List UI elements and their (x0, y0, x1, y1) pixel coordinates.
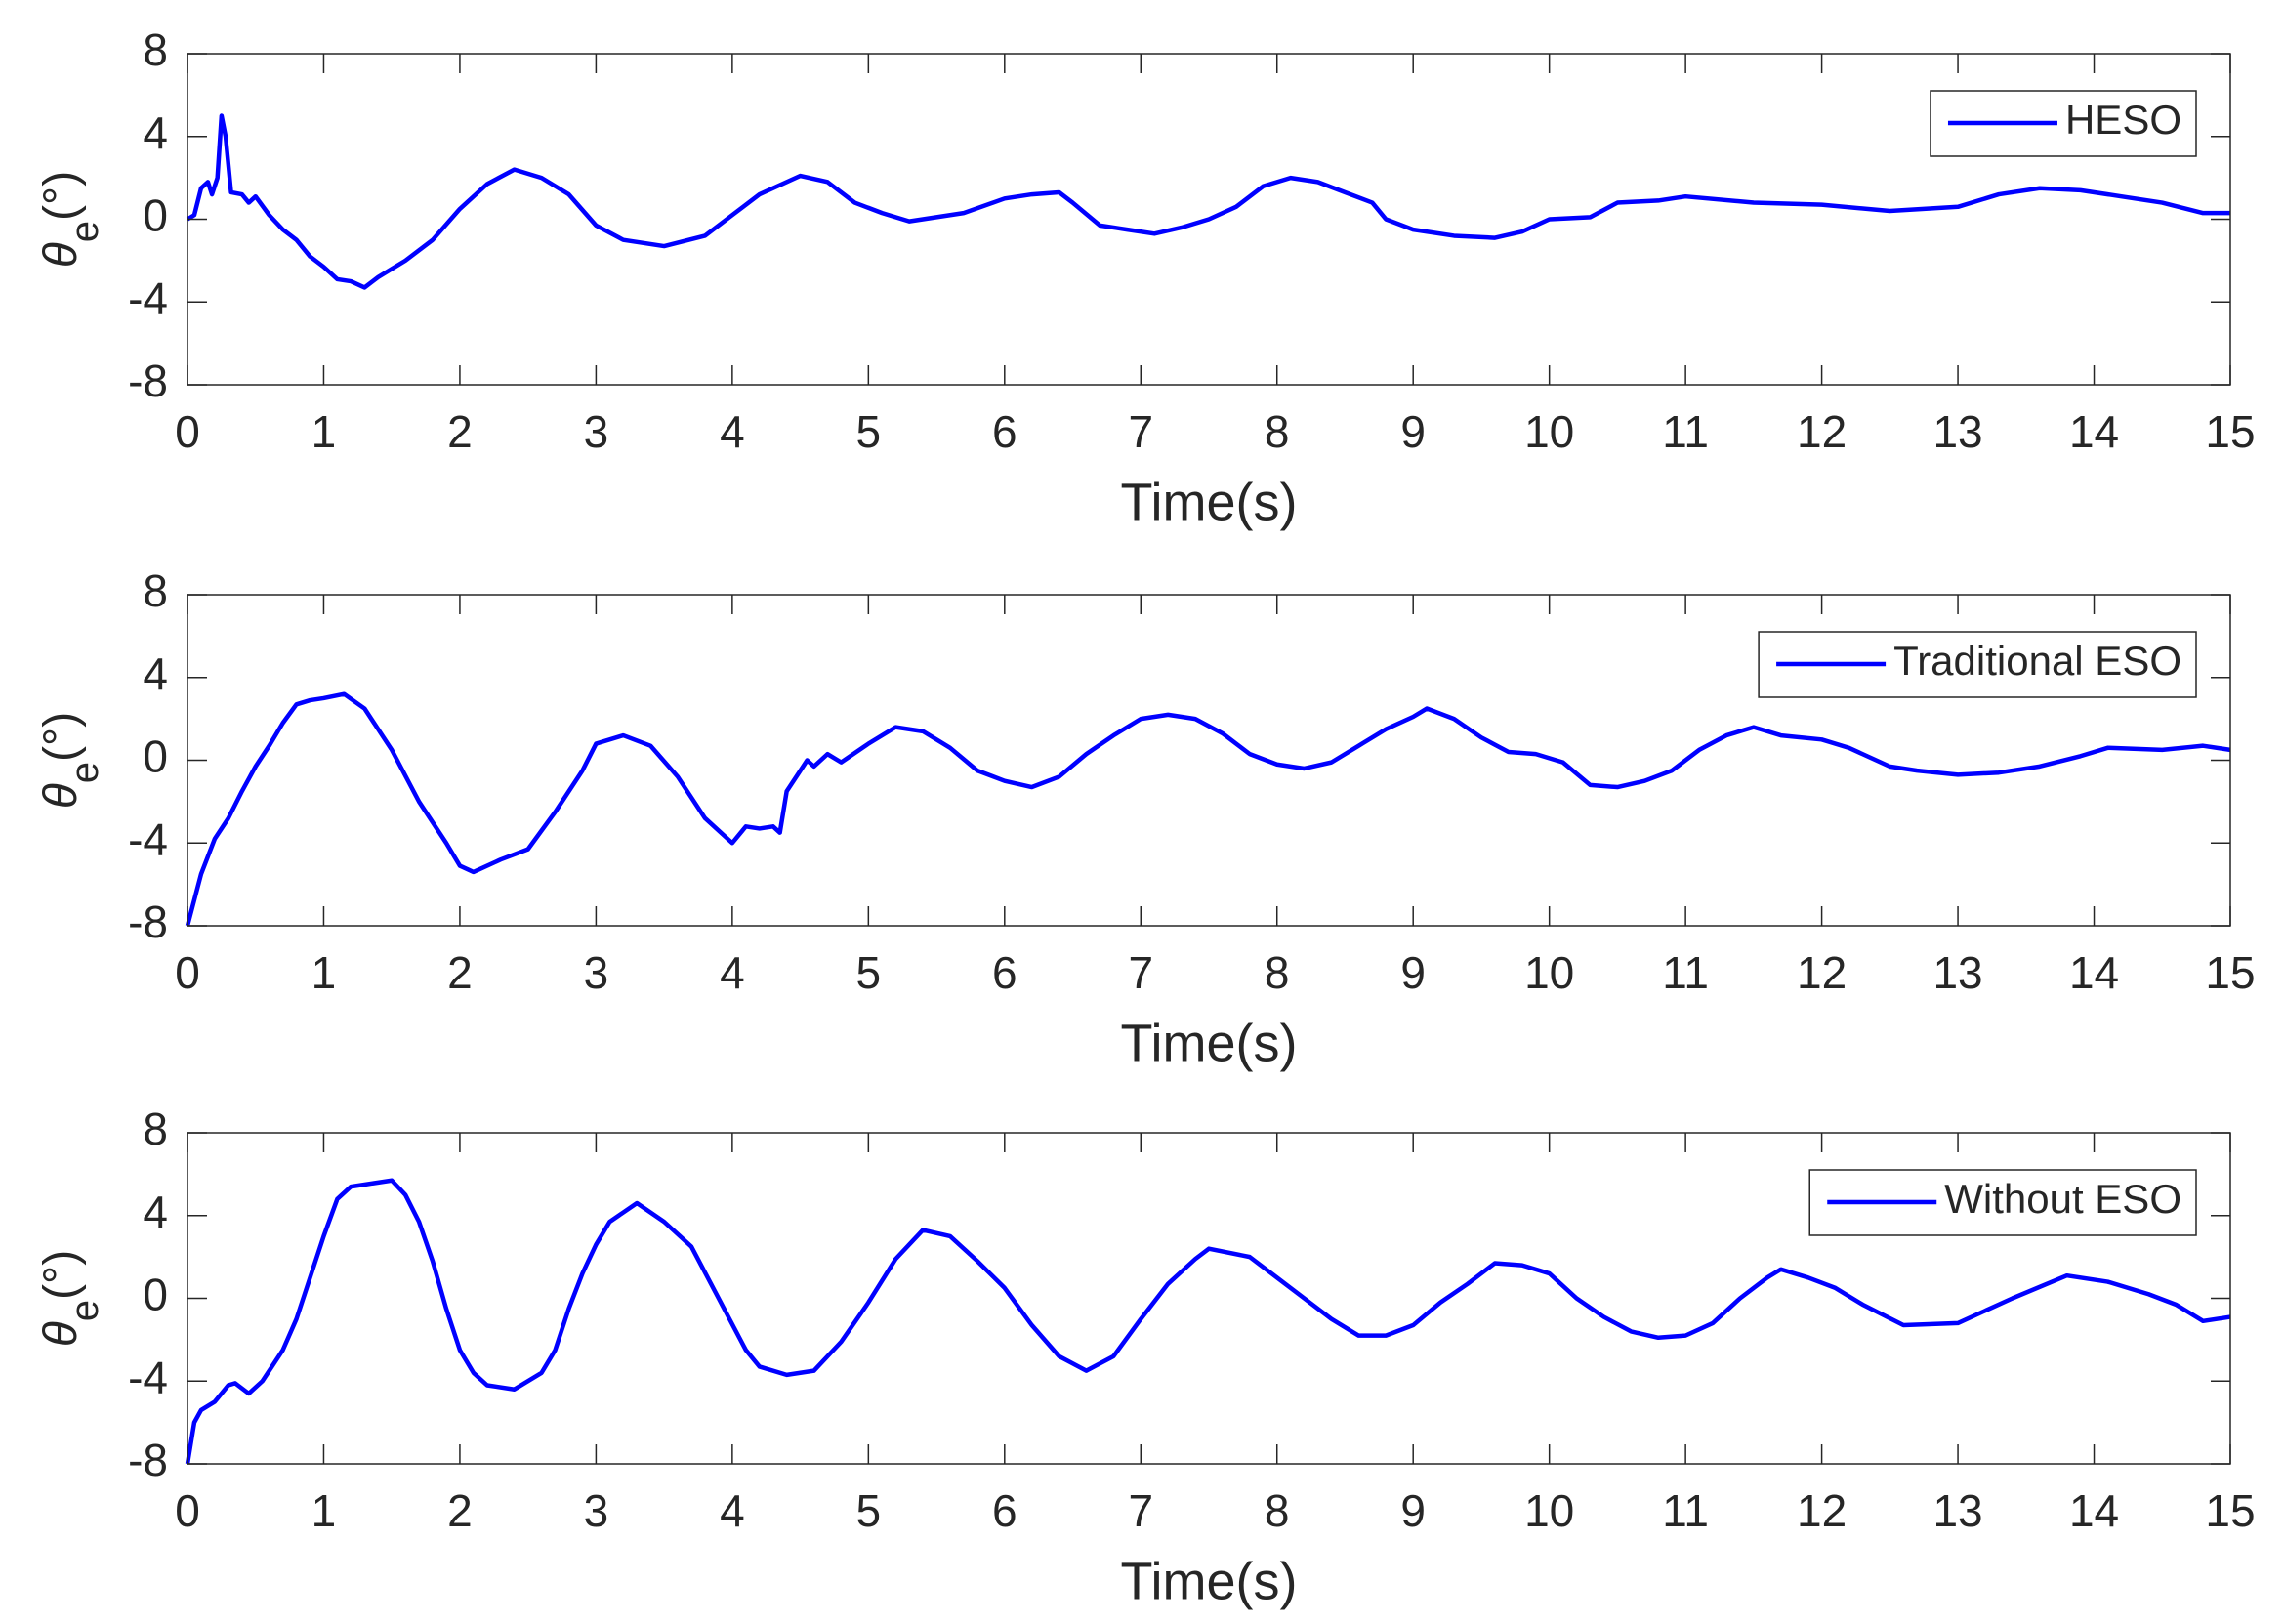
legend: HESO (1930, 90, 2197, 157)
data-line (186, 113, 2230, 290)
x-tick-label: 4 (720, 1485, 745, 1536)
x-tick-label: 9 (1400, 947, 1426, 998)
y-axis-label-part: e (63, 1300, 106, 1321)
x-tick-label: 10 (1524, 947, 1574, 998)
x-axis-label: Time(s) (1121, 1014, 1298, 1072)
x-tick-label: 13 (1932, 947, 1982, 998)
y-axis-label-part: (°) (35, 1250, 87, 1300)
x-tick-label: 13 (1932, 1485, 1982, 1536)
y-axis-label: θe(°) (35, 712, 106, 809)
y-tick-label: 4 (143, 107, 168, 158)
x-tick-label: 3 (584, 947, 609, 998)
y-axis-label-part: e (63, 762, 106, 783)
x-tick-label: 15 (2205, 947, 2255, 998)
legend-label: HESO (2065, 97, 2181, 143)
y-axis-label-part: e (63, 221, 106, 242)
x-tick-label: 12 (1797, 406, 1847, 457)
x-tick-label: 12 (1797, 947, 1847, 998)
x-tick-label: 3 (584, 406, 609, 457)
x-tick-label: 6 (992, 1485, 1017, 1536)
x-tick-label: 1 (311, 406, 337, 457)
x-tick-label: 4 (720, 406, 745, 457)
x-tick-label: 6 (992, 947, 1017, 998)
y-tick-label: -4 (128, 1352, 168, 1402)
x-tick-label: 14 (2069, 406, 2119, 457)
x-tick-label: 3 (584, 1485, 609, 1536)
y-tick-label: -8 (128, 1435, 168, 1485)
y-tick-label: 8 (143, 565, 168, 616)
x-tick-label: 9 (1400, 406, 1426, 457)
x-tick-label: 15 (2205, 1485, 2255, 1536)
x-tick-label: 0 (175, 406, 200, 457)
y-axis-label: θe(°) (35, 1250, 106, 1347)
y-axis-label-part: (°) (35, 712, 87, 762)
x-tick-label: 8 (1265, 406, 1290, 457)
data-line (185, 691, 2231, 927)
y-tick-label: 4 (143, 648, 168, 699)
legend-label: Traditional ESO (1893, 638, 2181, 684)
x-tick-label: 7 (1128, 406, 1153, 457)
x-tick-label: 8 (1265, 947, 1290, 998)
x-tick-label: 5 (856, 947, 882, 998)
x-tick-label: 4 (720, 947, 745, 998)
x-tick-label: 0 (175, 947, 200, 998)
legend-label: Without ESO (1944, 1176, 2181, 1222)
x-tick-label: 2 (447, 406, 473, 457)
x-tick-label: 15 (2205, 406, 2255, 457)
y-tick-label: -8 (128, 896, 168, 947)
x-tick-label: 2 (447, 947, 473, 998)
x-tick-label: 6 (992, 406, 1017, 457)
x-axis-label: Time(s) (1121, 1552, 1298, 1610)
x-axis-label: Time(s) (1121, 473, 1298, 531)
x-tick-label: 11 (1662, 947, 1709, 998)
y-axis-label-part: θ (35, 242, 87, 268)
x-tick-label: 12 (1797, 1485, 1847, 1536)
y-tick-label: -8 (128, 355, 168, 406)
x-tick-label: 11 (1662, 1485, 1709, 1536)
x-tick-label: 1 (311, 1485, 337, 1536)
y-axis-label-part: θ (35, 783, 87, 809)
x-tick-label: 7 (1128, 947, 1153, 998)
x-tick-label: 1 (311, 947, 337, 998)
legend: Without ESO (1808, 1169, 2197, 1236)
x-tick-label: 11 (1662, 406, 1709, 457)
legend: Traditional ESO (1758, 631, 2197, 698)
y-tick-label: -4 (128, 813, 168, 864)
y-tick-label: 4 (143, 1187, 168, 1237)
x-tick-label: 5 (856, 1485, 882, 1536)
x-tick-label: 9 (1400, 1485, 1426, 1536)
y-tick-label: 8 (143, 24, 168, 75)
y-tick-label: -4 (128, 272, 168, 323)
y-tick-label: 8 (143, 1103, 168, 1154)
y-axis-label: θe(°) (35, 171, 106, 268)
y-axis-label-part: (°) (35, 171, 87, 221)
x-tick-label: 2 (447, 1485, 473, 1536)
x-tick-label: 13 (1932, 406, 1982, 457)
x-tick-label: 5 (856, 406, 882, 457)
x-tick-label: 8 (1265, 1485, 1290, 1536)
data-line (185, 1178, 2231, 1465)
x-tick-label: 7 (1128, 1485, 1153, 1536)
x-tick-label: 14 (2069, 1485, 2119, 1536)
y-tick-label: 0 (143, 190, 168, 241)
y-tick-label: 0 (143, 731, 168, 782)
y-axis-label-part: θ (35, 1321, 87, 1347)
x-tick-label: 10 (1524, 406, 1574, 457)
x-tick-label: 14 (2069, 947, 2119, 998)
x-tick-label: 0 (175, 1485, 200, 1536)
y-tick-label: 0 (143, 1270, 168, 1320)
x-tick-label: 10 (1524, 1485, 1574, 1536)
